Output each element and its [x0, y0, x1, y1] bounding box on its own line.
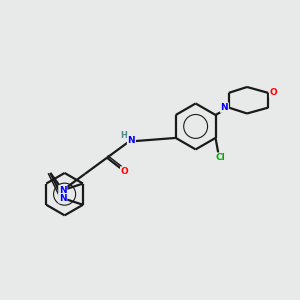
Text: N: N — [128, 136, 135, 145]
Text: N: N — [220, 103, 228, 112]
Text: N: N — [59, 194, 67, 203]
Text: H: H — [120, 130, 127, 140]
Text: O: O — [121, 167, 128, 176]
Text: O: O — [270, 88, 278, 98]
Text: Cl: Cl — [216, 153, 225, 162]
Text: N: N — [59, 186, 67, 195]
